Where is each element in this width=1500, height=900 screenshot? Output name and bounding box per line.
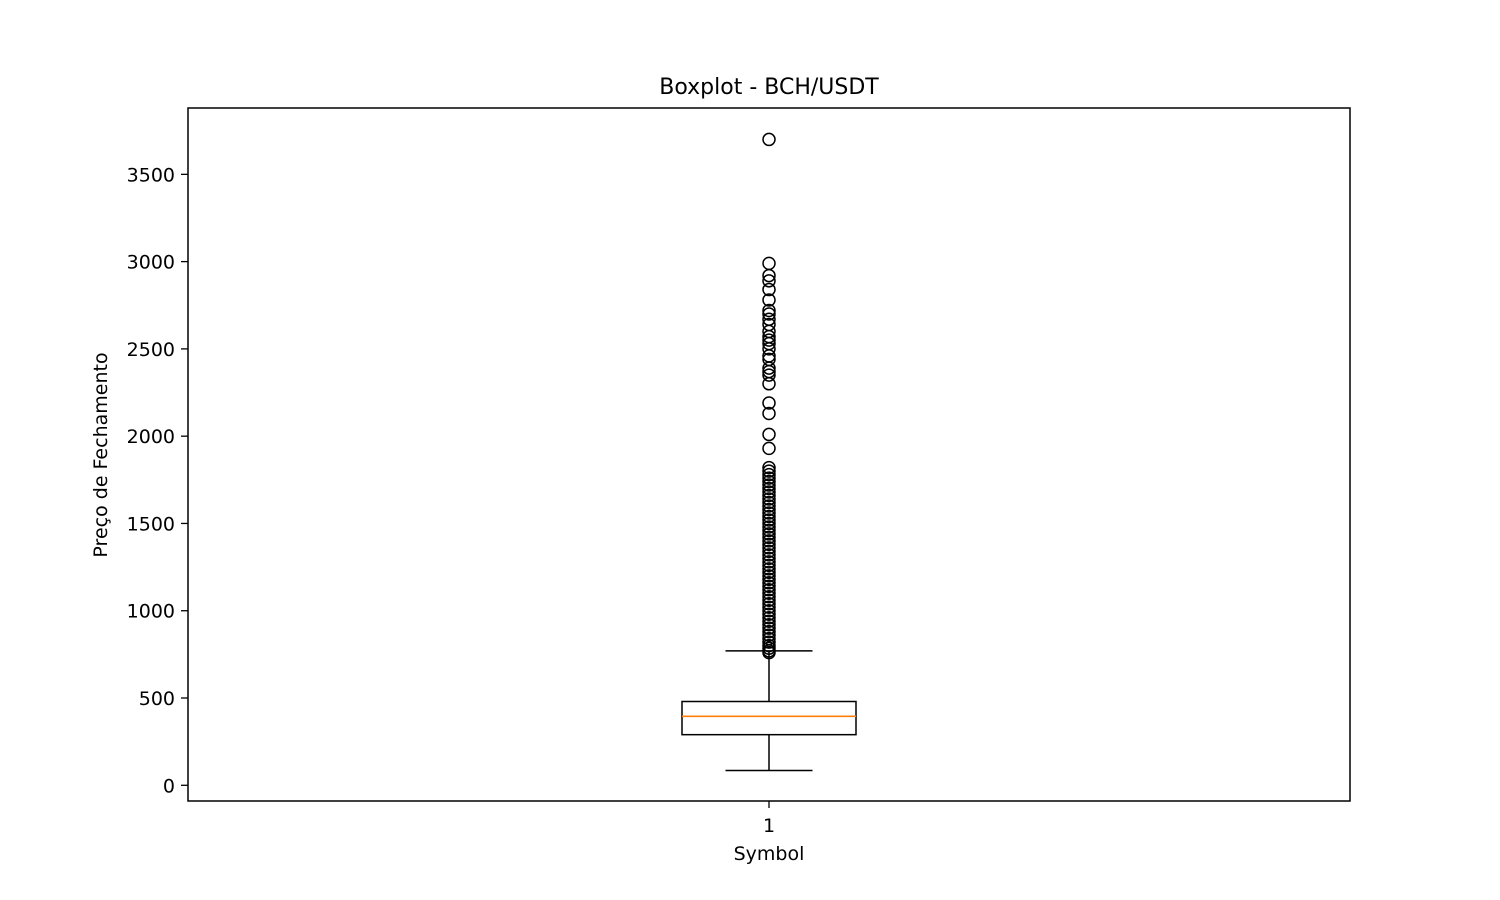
outlier-point — [762, 628, 776, 642]
outlier-point — [762, 481, 776, 496]
outlier-point — [762, 509, 776, 524]
outlier-point — [762, 396, 776, 410]
outlier-point — [762, 607, 776, 621]
outlier-point — [762, 467, 776, 482]
outlier-point — [762, 485, 776, 499]
outlier-point — [762, 603, 776, 618]
outlier-point — [762, 333, 776, 347]
chart-title: Boxplot - BCH/USDT — [659, 75, 879, 100]
y-axis-label: Preço de Fechamento — [90, 352, 112, 557]
y-tick-label: 2000 — [127, 426, 175, 448]
outlier-point — [762, 513, 776, 527]
outlier-point — [762, 132, 776, 147]
outlier-point — [762, 361, 776, 375]
outlier-point — [762, 427, 776, 442]
outlier-point — [762, 548, 776, 562]
outlier-point — [762, 600, 776, 614]
x-axis-label: Symbol — [734, 843, 805, 865]
outlier-point — [762, 621, 776, 635]
y-tick-label: 0 — [163, 775, 175, 797]
y-tick-label: 500 — [139, 688, 175, 710]
outlier-point — [762, 495, 776, 510]
y-tick-label: 2500 — [127, 339, 175, 361]
y-tick-label: 3000 — [127, 252, 175, 274]
outlier-point — [762, 516, 776, 531]
y-tick-label: 1500 — [127, 513, 175, 535]
outlier-point — [762, 471, 776, 485]
outlier-point — [762, 441, 776, 456]
outlier-point — [762, 593, 776, 608]
x-axis: 1 — [763, 801, 775, 837]
y-tick-label: 3500 — [127, 164, 175, 186]
y-axis: 0 500 1000 1500 2000 2500 3000 3500 — [127, 164, 188, 797]
outlier-group — [762, 132, 776, 660]
x-tick-label: 1 — [763, 815, 775, 837]
outlier-point — [762, 256, 776, 271]
outlier-point — [762, 506, 776, 520]
outlier-point — [762, 478, 776, 492]
outlier-point — [762, 368, 776, 382]
outlier-point — [762, 307, 776, 321]
outlier-point — [762, 520, 776, 534]
outlier-point — [762, 590, 776, 604]
outlier-point — [762, 460, 776, 475]
outlier-point — [762, 562, 776, 576]
outlier-point — [762, 624, 776, 639]
outlier-point — [762, 645, 776, 660]
outlier-point — [762, 492, 776, 506]
outlier-point — [762, 576, 776, 590]
outlier-point — [762, 583, 776, 597]
outlier-point — [762, 282, 776, 297]
outlier-point — [762, 614, 776, 628]
outlier-point — [762, 596, 776, 611]
outlier-point — [762, 474, 776, 489]
outlier-point — [762, 569, 776, 583]
outlier-point — [762, 527, 776, 541]
outlier-point — [762, 572, 776, 587]
outlier-point — [762, 464, 776, 478]
outlier-point — [762, 565, 776, 580]
outlier-point — [762, 555, 776, 569]
outlier-point — [762, 274, 776, 288]
outlier-point — [762, 558, 776, 573]
outlier-point — [762, 502, 776, 517]
outlier-point — [762, 303, 776, 318]
outlier-point — [762, 635, 776, 649]
outlier-point — [762, 617, 776, 632]
outlier-point — [762, 579, 776, 594]
outlier-point — [762, 268, 776, 283]
outlier-point — [762, 377, 776, 391]
outlier-point — [762, 523, 776, 538]
outlier-point — [762, 342, 776, 356]
outlier-point — [762, 534, 776, 548]
outlier-point — [762, 586, 776, 601]
outlier-point — [762, 488, 776, 503]
outlier-point — [762, 610, 776, 625]
box-group — [681, 650, 857, 772]
outlier-point — [762, 541, 776, 555]
y-tick-label: 1000 — [127, 601, 175, 623]
outlier-point — [762, 551, 776, 566]
outlier-point — [762, 537, 776, 552]
outlier-point — [762, 499, 776, 513]
outlier-point — [762, 530, 776, 545]
outlier-point — [762, 544, 776, 559]
outlier-point — [762, 406, 776, 421]
outlier-point — [762, 293, 776, 307]
iqr-box — [681, 700, 857, 736]
